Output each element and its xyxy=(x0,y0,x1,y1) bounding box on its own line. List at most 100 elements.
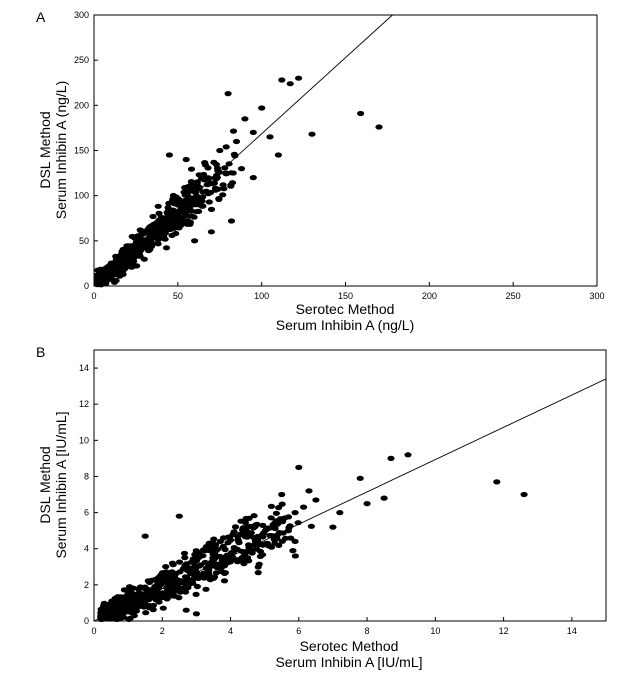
panel-a-data-point xyxy=(155,233,163,239)
panel-a-data-point xyxy=(97,266,105,272)
panel-b-data-point xyxy=(237,518,245,524)
panel-b-data-point xyxy=(266,532,274,539)
panel-b-data-point xyxy=(233,546,241,553)
panel-a-y-tick-label: 300 xyxy=(74,10,89,20)
panel-a-data-point xyxy=(201,160,209,166)
panel-a-data-point xyxy=(149,213,157,220)
panel-b-x-title-2: Serum Inhibin A [IU/mL] xyxy=(275,654,422,670)
panel-a-x-title-2: Serum Inhibin A (ng/L) xyxy=(276,317,415,333)
panel-a-data-point xyxy=(136,227,144,233)
panel-a-data-point xyxy=(128,233,136,240)
panel-b-data-point xyxy=(126,615,134,622)
panel-a-data-point xyxy=(183,190,191,196)
panel-b-data-point xyxy=(363,501,371,507)
panel-b-data-point xyxy=(209,551,217,557)
panel-b-data-point xyxy=(229,532,237,538)
panel-b-data-point xyxy=(169,562,177,568)
panel-b-data-point xyxy=(176,589,184,595)
panel-b-data-point xyxy=(205,567,213,573)
panel-a-data-point xyxy=(154,241,162,247)
panel-a-y-ticks: 0 50 100 150 200 250 300 xyxy=(74,10,98,291)
panel-a-data-point xyxy=(136,240,144,246)
panel-b-data-point xyxy=(273,532,282,538)
panel-b-data-point xyxy=(291,538,299,545)
panel-a-data-point xyxy=(175,196,183,203)
panel-b-data-point xyxy=(229,554,237,560)
panel-b-data-point xyxy=(272,510,280,516)
panel-b-y-tick-label: 2 xyxy=(84,580,89,590)
panel-a-data-point xyxy=(146,243,154,249)
panel-b-data-point xyxy=(256,553,264,560)
panel-a-data-point xyxy=(219,192,227,198)
panel-a-data-point xyxy=(119,268,127,274)
panel-a-data-point xyxy=(119,255,127,261)
panel-b-y-tick-label: 8 xyxy=(84,471,89,481)
panel-a-data-point xyxy=(278,77,286,83)
panel-b-data-point xyxy=(194,575,202,582)
panel-a-data-point xyxy=(171,201,179,207)
panel-a-data-point xyxy=(216,147,224,154)
panel-b-x-tick-label: 12 xyxy=(499,626,509,636)
panel-b-data-point xyxy=(262,541,270,547)
panel-a-data-point xyxy=(167,216,175,222)
panel-b-data-point xyxy=(234,557,242,563)
panel-b-data-point xyxy=(234,537,242,543)
panel-a-data-point xyxy=(241,116,249,122)
panel-a-data-point xyxy=(195,208,203,214)
panel-b-data-point xyxy=(175,580,184,586)
panel-a-data-point xyxy=(266,134,274,140)
panel-b-data-point xyxy=(205,547,213,554)
panel-a-data-point xyxy=(116,262,124,268)
panel-b-data-point xyxy=(279,519,287,525)
panel-a-data-point xyxy=(222,171,230,177)
panel-a-data-point xyxy=(181,198,189,204)
panel-a-plot-frame xyxy=(93,14,598,287)
panel-b-data-point xyxy=(192,611,200,617)
panel-b-data-point xyxy=(244,555,252,561)
panel-a-x-tick-label: 150 xyxy=(338,291,353,301)
panel-b-data-point xyxy=(165,584,173,590)
panel-b-data-point xyxy=(267,503,275,509)
panel-b-x-tick-label: 4 xyxy=(228,626,233,636)
panel-a-data-point xyxy=(222,144,230,150)
panel-b-x-title-1: Serotec Method xyxy=(300,638,399,654)
panel-b-data-point xyxy=(107,616,115,622)
panel-a-data-point xyxy=(164,205,172,211)
panel-b-y-tick-label: 10 xyxy=(79,435,89,445)
panel-a-data-point xyxy=(167,221,175,227)
panel-a-data-point xyxy=(196,184,204,190)
panel-a-data-point xyxy=(224,91,232,97)
panel-a-data-point xyxy=(187,208,195,214)
panel-b-data-point xyxy=(180,550,189,556)
panel-a-data-point xyxy=(229,170,237,176)
panel-b-data-point xyxy=(179,566,187,572)
panel-a-data-point xyxy=(207,206,216,212)
panel-a-data-point xyxy=(258,105,266,111)
panel-a-data-point xyxy=(249,175,257,181)
panel-b-data-point xyxy=(162,564,170,570)
panel-b-data-point xyxy=(175,559,184,565)
panel-a-data-point xyxy=(191,180,199,186)
panel-a-y-tick-label: 0 xyxy=(84,281,89,291)
panel-b-y-tick-label: 0 xyxy=(84,616,89,626)
panel-a-data-point xyxy=(207,229,215,235)
panel-b-data-point xyxy=(145,603,153,609)
panel-b-data-point xyxy=(245,544,253,550)
panel-b-data-point xyxy=(195,563,203,569)
panel-b-data-point xyxy=(291,553,299,559)
panel-b-data-point xyxy=(142,593,151,599)
panel-b-data-point xyxy=(254,564,262,570)
panel-b-data-point xyxy=(192,591,200,598)
panel-b-data-point xyxy=(336,509,344,516)
panel-a-data-point xyxy=(165,200,173,206)
panel-b-data-point xyxy=(151,576,159,583)
panel-b-data-point xyxy=(189,558,197,564)
panel-b-data-point xyxy=(127,596,135,602)
panel-b-data-point xyxy=(175,595,183,601)
panel-b-data-point xyxy=(221,570,229,576)
panel-a-data-point xyxy=(153,220,161,226)
panel-a-data-point xyxy=(189,188,197,194)
panel-a-data-point xyxy=(134,249,142,255)
panel-a-data-point xyxy=(133,263,141,269)
